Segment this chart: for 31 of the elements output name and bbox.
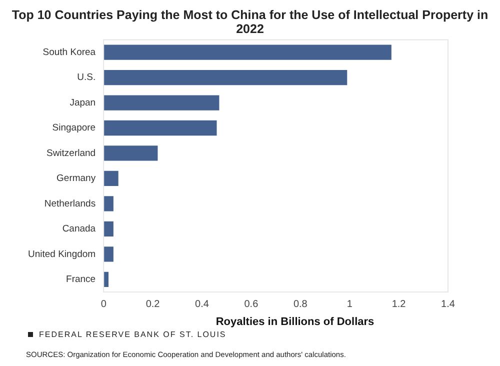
y-tick-label: France	[66, 274, 96, 286]
bar	[104, 170, 118, 186]
x-tick-label: 1	[346, 298, 353, 310]
x-tick-label: 0.6	[244, 298, 259, 310]
bar	[104, 120, 217, 136]
y-tick-label: South Korea	[42, 46, 96, 58]
bar	[104, 44, 392, 60]
x-tick-label: 0.2	[146, 298, 160, 310]
y-tick-label: U.S.	[77, 72, 96, 84]
bar	[104, 221, 114, 236]
bar	[104, 146, 158, 161]
text: FEDERAL RESERVE BANK OF ST. LOUIS	[38, 330, 226, 339]
chart-title: Top 10 Countries Paying the Most to China for the Use of Intellectual Property in 2022	[10, 8, 490, 36]
bar	[104, 196, 114, 212]
y-tick-label: Netherlands	[44, 198, 96, 210]
x-tick-label: 0.4	[195, 298, 210, 310]
bar	[104, 95, 220, 110]
x-axis-title: Royalties in Billions of Dollars	[214, 316, 376, 328]
y-tick-label: Japan	[70, 97, 96, 108]
y-tick-label: Germany	[56, 173, 96, 184]
x-tick-label: 1.4	[441, 298, 456, 310]
y-tick-label: Singapore	[52, 122, 96, 134]
bar	[104, 272, 109, 287]
y-tick-label: Switzerland	[46, 148, 96, 159]
x-tick-label: 0.8	[293, 298, 308, 310]
y-tick-label: United Kingdom	[28, 248, 96, 260]
x-tick-label: 0	[100, 298, 107, 310]
y-tick-label: Canada	[62, 224, 96, 235]
bar	[104, 70, 348, 86]
x-tick-label: 1.2	[392, 298, 406, 310]
bar	[104, 246, 114, 262]
